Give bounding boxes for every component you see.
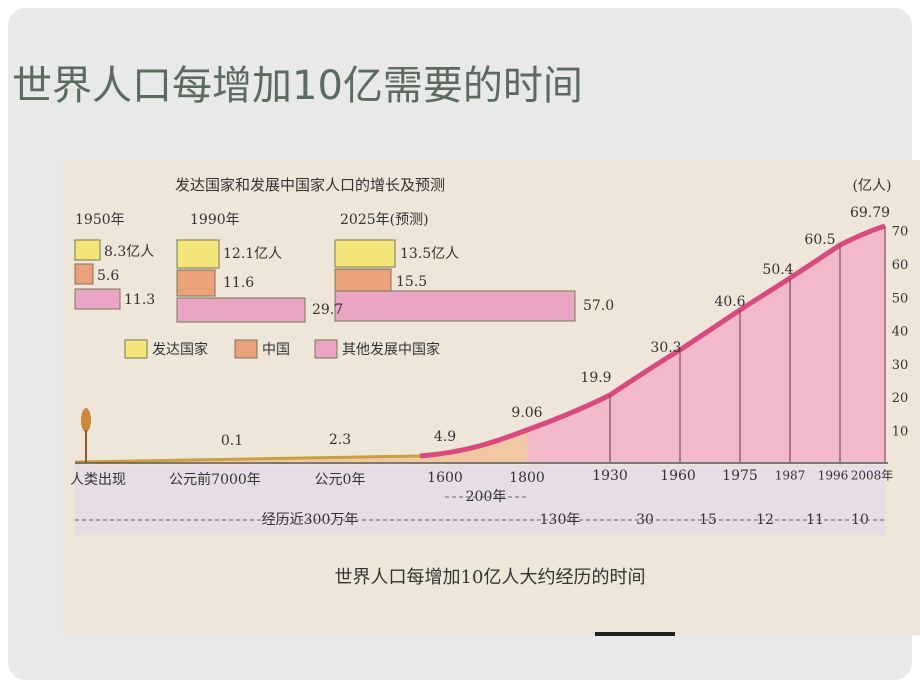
bar-label: 11.6 xyxy=(223,275,254,291)
bar-label: 13.5亿人 xyxy=(400,246,459,262)
value-label: 40.6 xyxy=(714,294,745,310)
group-year: 1950年 xyxy=(75,212,125,228)
x-label: 1975 xyxy=(722,468,758,484)
figure: 发达国家和发展中国家人口的增长及预测 (亿人) 1950年 8.3亿人 5.6 … xyxy=(62,160,920,635)
axis-tick-label: 50 xyxy=(892,291,909,306)
value-label: 4.9 xyxy=(434,429,456,445)
x-label: 公元前7000年 xyxy=(169,471,261,488)
legend: 发达国家 中国 其他发展中国家 xyxy=(124,339,440,359)
bar xyxy=(176,297,306,323)
legend-swatch xyxy=(314,339,338,359)
bar-label: 15.5 xyxy=(396,274,427,290)
axis-tick-label: 40 xyxy=(892,325,909,340)
bar xyxy=(176,269,216,297)
axis-tick-label: 60 xyxy=(892,258,909,273)
value-label: 50.4 xyxy=(762,262,793,278)
axis-tick-label: 20 xyxy=(892,391,909,406)
legend-label: 发达国家 xyxy=(152,341,208,358)
interval-label-bg xyxy=(463,489,509,505)
axis-tick-label: 10 xyxy=(892,425,909,440)
legend-swatch xyxy=(124,339,148,359)
dividers xyxy=(609,226,886,462)
unit: (亿人) xyxy=(853,178,892,194)
value-label: 19.9 xyxy=(580,370,611,386)
x-label: 公元0年 xyxy=(315,472,366,488)
x-label: 1960 xyxy=(660,468,696,484)
caption: 世界人口每增加10亿人大约经历的时间 xyxy=(335,567,646,588)
value-label: 0.1 xyxy=(221,433,243,449)
interval-label: 11 xyxy=(806,512,824,528)
value-label: 2.3 xyxy=(329,432,351,448)
x-label: 1987 xyxy=(775,469,806,483)
bar-label: 8.3亿人 xyxy=(104,244,154,260)
bar-label: 12.1亿人 xyxy=(223,246,282,262)
x-label: 1996 xyxy=(818,469,849,483)
bar xyxy=(74,288,121,310)
value-label: 30.3 xyxy=(650,340,681,356)
axis-tick-label: 70 xyxy=(892,225,909,240)
legend-label: 中国 xyxy=(262,342,290,358)
curve-area xyxy=(75,226,885,462)
bar-label: 57.0 xyxy=(583,298,614,314)
interval-label-bg xyxy=(804,512,826,528)
value-label: 60.5 xyxy=(804,232,835,248)
bar-label: 5.6 xyxy=(97,268,119,284)
slide-mark xyxy=(595,632,675,636)
x-label: 2008年 xyxy=(851,469,894,483)
interval-label: 200年 xyxy=(466,489,507,505)
value-label: 9.06 xyxy=(511,405,542,421)
axis-tick-label: 30 xyxy=(892,358,909,373)
group-year: 1990年 xyxy=(190,212,240,228)
value-label: 69.79 xyxy=(850,205,890,221)
bar xyxy=(176,239,220,269)
slide-title: 世界人口每增加10亿需要的时间 xyxy=(12,63,583,109)
legend-swatch xyxy=(234,339,258,359)
curve-line xyxy=(419,223,886,459)
bar-label: 11.3 xyxy=(124,292,155,308)
x-label: 人类出现 xyxy=(70,472,126,488)
group-year: 2025年(预测) xyxy=(340,212,429,228)
x-label: 1600 xyxy=(427,470,463,486)
curve-line-early xyxy=(74,454,421,464)
bar xyxy=(74,263,94,285)
legend-label: 其他发展中国家 xyxy=(342,341,440,358)
bar-label: 29.7 xyxy=(312,302,343,318)
x-label: 1800 xyxy=(509,470,545,486)
inset-title: 发达国家和发展中国家人口的增长及预测 xyxy=(175,176,445,194)
curve-area-early xyxy=(75,430,527,462)
bar xyxy=(334,290,576,322)
bar xyxy=(74,239,101,261)
bar xyxy=(334,239,396,268)
tree-icon xyxy=(81,408,91,432)
x-label: 1930 xyxy=(592,468,628,484)
inset-bars xyxy=(74,239,576,323)
